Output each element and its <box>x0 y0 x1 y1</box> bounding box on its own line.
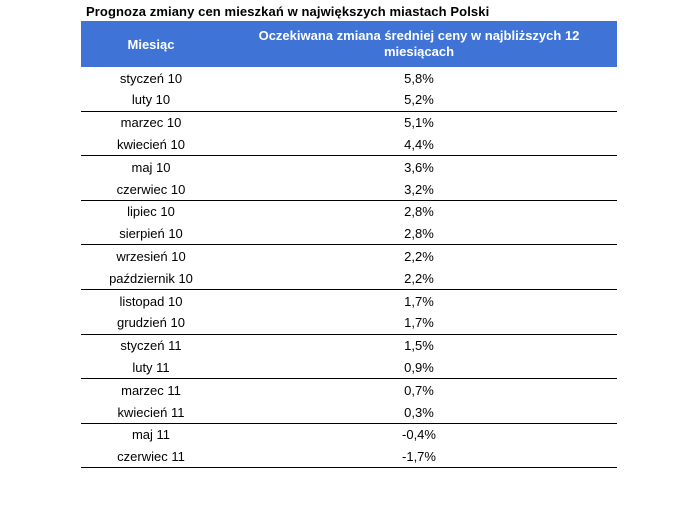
cell-expected-change: 0,9% <box>404 360 434 375</box>
table-row: styczeń 10 5,8% <box>81 67 617 89</box>
table-row: luty 10 5,2% <box>81 89 617 112</box>
cell-month: styczeń 10 <box>119 70 183 86</box>
table-body: styczeń 10 5,8% luty 10 5,2% marzec 10 5,1% kw… <box>81 67 617 469</box>
cell-expected-change: -0,4% <box>402 427 436 443</box>
table-row: czerwiec 11 -1,7% <box>81 446 617 469</box>
cell-expected-change: 5,8% <box>404 70 434 86</box>
cell-expected-change: 4,4% <box>404 137 434 153</box>
cell-month: luty 11 <box>132 360 170 375</box>
header-expected-change: Oczekiwana zmiana średniej ceny w najbli… <box>258 28 580 59</box>
cell-expected-change: 2,8% <box>404 226 434 242</box>
cell-expected-change: 0,7% <box>404 382 434 398</box>
table-row: październik 10 2,2% <box>81 268 617 290</box>
cell-month: wrzesień 10 <box>116 249 186 265</box>
table-row: wrzesień 10 2,2% <box>81 245 617 267</box>
cell-expected-change: 2,2% <box>404 270 434 286</box>
table-row: grudzień 10 1,7% <box>81 312 617 335</box>
table-title: Prognoza zmiany cen mieszkań w największ… <box>86 4 490 19</box>
cell-month: czerwiec 11 <box>117 449 185 465</box>
table-row: lipiec 10 2,8% <box>81 201 617 223</box>
cell-expected-change: -1,7% <box>402 449 436 465</box>
cell-month: kwiecień 10 <box>117 137 185 153</box>
cell-month: maj 10 <box>131 159 171 175</box>
table-row: luty 11 0,9% <box>81 357 617 380</box>
table-row: sierpień 10 2,8% <box>81 223 617 246</box>
table-row: maj 10 3,6% <box>81 156 617 178</box>
cell-month: lipiec 10 <box>127 204 175 220</box>
table-row: czerwiec 10 3,2% <box>81 178 617 201</box>
cell-expected-change: 5,2% <box>404 92 434 108</box>
cell-expected-change: 5,1% <box>404 115 434 131</box>
table-row: marzec 11 0,7% <box>81 379 617 401</box>
cell-month: styczeń 11 <box>120 338 182 354</box>
cell-month: sierpień 10 <box>119 226 183 242</box>
cell-month: październik 10 <box>109 270 193 286</box>
cell-expected-change: 2,2% <box>404 249 434 265</box>
cell-month: grudzień 10 <box>117 315 185 331</box>
table-row: listopad 10 1,7% <box>81 290 617 312</box>
cell-expected-change: 2,8% <box>404 204 434 220</box>
forecast-table: Miesiąc Oczekiwana zmiana średniej ceny … <box>81 21 617 469</box>
table-row: styczeń 11 1,5% <box>81 335 617 357</box>
cell-expected-change: 3,6% <box>404 159 434 175</box>
header-month: Miesiąc <box>127 36 175 52</box>
table-row: marzec 10 5,1% <box>81 112 617 134</box>
cell-expected-change: 0,3% <box>404 404 434 420</box>
cell-month: luty 10 <box>131 92 171 108</box>
table-row: maj 11 -0,4% <box>81 424 617 446</box>
cell-expected-change: 1,5% <box>404 338 434 354</box>
cell-month: maj 11 <box>131 427 171 443</box>
table-header: Miesiąc Oczekiwana zmiana średniej ceny … <box>81 21 617 67</box>
cell-month: listopad 10 <box>119 293 183 309</box>
cell-month: marzec 11 <box>121 382 181 398</box>
cell-expected-change: 1,7% <box>404 315 434 331</box>
cell-expected-change: 1,7% <box>404 293 434 309</box>
cell-month: czerwiec 10 <box>116 181 186 197</box>
cell-expected-change: 3,2% <box>404 181 434 197</box>
table-row: kwiecień 11 0,3% <box>81 401 617 424</box>
cell-month: kwiecień 11 <box>117 404 185 420</box>
table-row: kwiecień 10 4,4% <box>81 134 617 157</box>
cell-month: marzec 10 <box>120 115 182 131</box>
